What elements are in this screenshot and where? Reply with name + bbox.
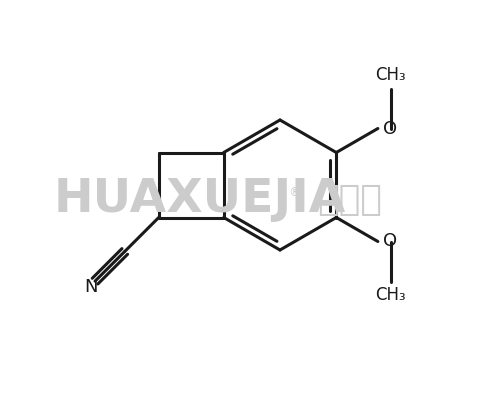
Text: HUAXUEJIA: HUAXUEJIA	[54, 178, 346, 223]
Text: ®: ®	[288, 186, 300, 200]
Text: CH₃: CH₃	[375, 286, 405, 304]
Text: CH₃: CH₃	[375, 65, 405, 83]
Text: 化学加: 化学加	[317, 183, 382, 217]
Text: O: O	[382, 233, 396, 251]
Text: N: N	[84, 278, 97, 296]
Text: O: O	[382, 119, 396, 138]
